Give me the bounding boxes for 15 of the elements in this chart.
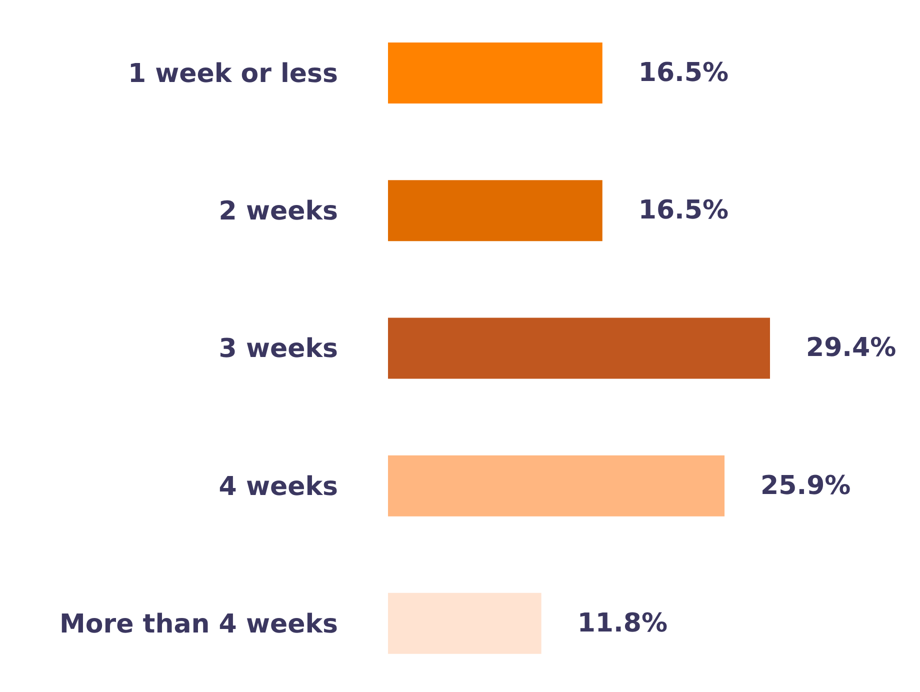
- y-tick-label: 2 weeks: [218, 196, 338, 227]
- data-label: 16.5%: [638, 196, 729, 226]
- data-label: 16.5%: [638, 58, 729, 88]
- data-label: 11.8%: [577, 608, 668, 638]
- y-tick-label: 1 week or less: [128, 59, 338, 90]
- bar: [388, 42, 602, 104]
- bar: [388, 180, 602, 242]
- bar: [388, 318, 770, 379]
- y-tick-label: 3 weeks: [218, 334, 338, 364]
- y-tick-label: More than 4 weeks: [60, 609, 338, 640]
- data-label: 29.4%: [806, 333, 896, 364]
- bar: [388, 592, 542, 654]
- data-label: 25.9%: [760, 470, 851, 501]
- bar: [388, 455, 725, 516]
- y-tick-label: 4 weeks: [218, 472, 338, 502]
